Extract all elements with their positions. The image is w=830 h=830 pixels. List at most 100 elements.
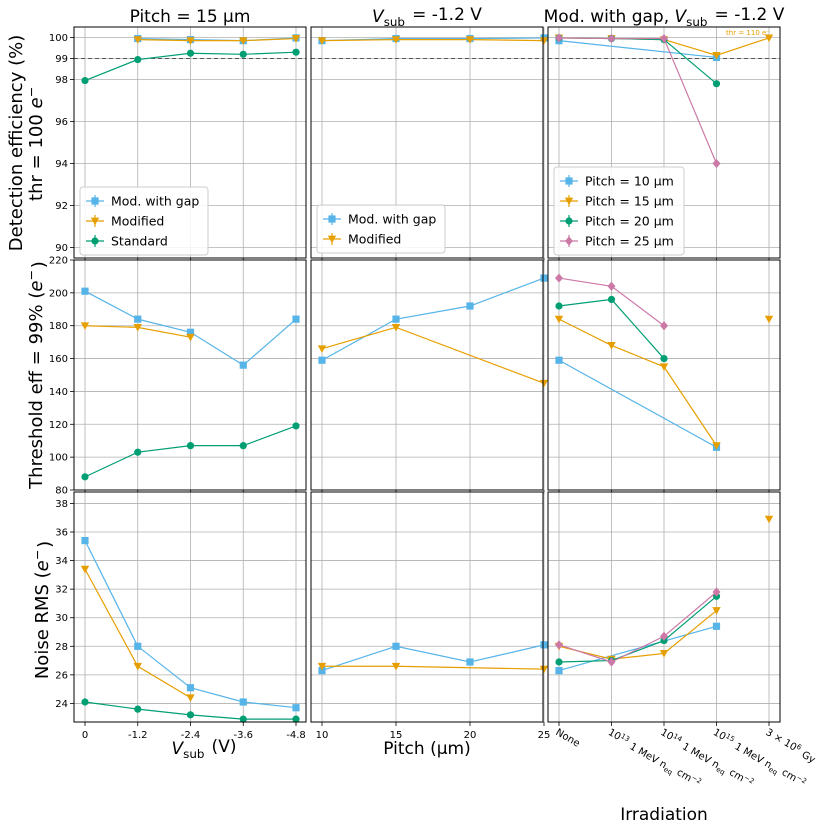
label-part: V	[172, 739, 185, 759]
legend-entry: Pitch = 10 µm	[560, 174, 674, 189]
data-point	[239, 715, 247, 723]
y-tick-label: 90	[55, 243, 68, 254]
y-tick-label: 24	[55, 699, 68, 710]
series-mod-with-gap	[81, 536, 300, 712]
panel-frame	[310, 259, 544, 491]
data-point	[134, 315, 142, 323]
label-part: Gy	[797, 748, 817, 766]
label-part: eq	[662, 765, 674, 776]
x-tick-label: -1.2	[128, 730, 148, 741]
x-tick-label: -2.4	[181, 730, 201, 741]
data-point	[391, 323, 401, 332]
data-point	[81, 473, 89, 481]
series-line	[137, 37, 297, 42]
data-point	[660, 33, 668, 44]
y-tick-label: 140	[49, 387, 68, 398]
y-tick-label: 220	[49, 256, 68, 267]
data-point	[186, 37, 195, 45]
y-tick-label: 36	[55, 528, 68, 539]
data-point	[239, 442, 247, 450]
data-point	[659, 650, 669, 658]
legend-label: Modified	[111, 214, 164, 229]
data-point	[186, 333, 195, 342]
data-point	[466, 658, 474, 666]
legend-marker	[565, 177, 573, 185]
data-point	[292, 715, 300, 723]
data-point	[607, 295, 616, 304]
y-tick-label: 26	[55, 670, 68, 681]
series-pitch-25-m	[555, 273, 668, 331]
data-point	[317, 662, 327, 671]
data-point	[539, 37, 549, 45]
data-point	[392, 642, 400, 650]
y-tick-label: 38	[55, 499, 68, 510]
panel-frame	[73, 26, 307, 259]
series-modified	[317, 323, 549, 388]
x-tick-label: -4.8	[286, 730, 306, 741]
data-point	[660, 631, 668, 641]
label-part: 3 × 10	[764, 727, 799, 753]
label-part: e	[32, 560, 53, 571]
x-tick-label: -3.6	[233, 730, 253, 741]
data-point	[539, 379, 549, 388]
legend-entry: Standard	[86, 234, 168, 249]
label-part: 10	[606, 727, 623, 743]
data-point	[540, 641, 548, 649]
legend-box	[553, 166, 685, 256]
series-mod-with-gap	[318, 274, 548, 364]
label-part: Detection efficiency (%)	[6, 35, 27, 251]
data-point	[466, 302, 474, 310]
data-point	[607, 33, 616, 44]
data-point	[764, 515, 774, 524]
label-part: 14	[672, 732, 684, 744]
label-part: 13	[619, 732, 631, 743]
legend-marker	[328, 215, 336, 223]
label-part: e	[26, 97, 47, 108]
series-pitch-20-m	[555, 295, 668, 363]
y-axis-label-threshold-note: thr = 100 e−	[24, 85, 50, 201]
data-point	[660, 321, 668, 331]
y-tick-label: 160	[49, 354, 68, 365]
label-part: )	[35, 541, 56, 548]
data-point	[607, 281, 616, 291]
label-part: eq	[767, 765, 779, 776]
data-point	[81, 76, 89, 85]
series-pitch-15-m	[554, 315, 721, 450]
label-part: Mod. with gap,	[544, 7, 675, 27]
panel-frame	[310, 491, 544, 723]
x-tick-label: 1015 1 MeV neq cm−2	[710, 726, 810, 792]
column-title: Mod. with gap, Vsub = -1.2 V	[544, 5, 785, 29]
legend-entry: Modified	[323, 232, 401, 247]
data-point	[555, 658, 563, 666]
data-point	[554, 315, 564, 324]
label-part: cm	[724, 766, 745, 785]
x-tick-label: 15	[390, 730, 403, 741]
annotation-thr-110: thr = 110 e⁻	[726, 29, 770, 37]
legend-marker	[565, 217, 573, 225]
label-part: Noise RMS (	[32, 571, 53, 679]
panel-r1-c1	[310, 259, 549, 494]
data-point	[712, 158, 721, 169]
panel-frame	[547, 491, 781, 723]
data-point	[81, 536, 89, 545]
plot-area	[74, 260, 306, 490]
series-standard	[81, 698, 300, 723]
series-pitch-15-m-3-10-6-gy-	[764, 315, 774, 324]
label-part: 1 MeV n	[730, 740, 773, 771]
data-point	[81, 698, 89, 706]
panel-frame	[547, 259, 781, 491]
y-tick-label: 96	[55, 117, 68, 128]
label-part: 1 MeV n	[677, 740, 720, 771]
label-part: 10	[711, 727, 728, 743]
y-tick-label: 99	[55, 54, 68, 65]
data-point	[317, 345, 327, 353]
data-point	[80, 565, 90, 574]
panel-r1-c0: 80 100 120 140 160 180 200 220	[49, 256, 307, 497]
data-point	[391, 36, 401, 44]
x-tick-label: 1014 1 MeV neq cm−2	[657, 726, 757, 792]
label-part: eq	[715, 765, 727, 776]
y-tick-label: 30	[55, 613, 68, 624]
data-point	[318, 666, 326, 675]
panel-frame	[73, 491, 307, 723]
legend-label: Pitch = 25 µm	[585, 234, 674, 249]
